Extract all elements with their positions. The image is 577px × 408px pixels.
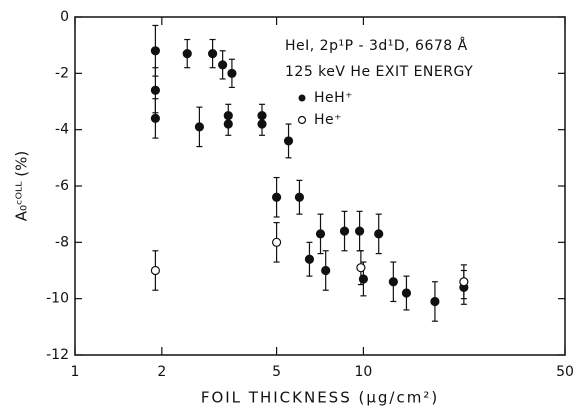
annotation: HeI, 2p¹P - 3d¹D, 6678 Å — [285, 37, 468, 54]
x-tick-label: 2 — [157, 364, 166, 380]
data-point — [459, 277, 469, 287]
data-point — [271, 237, 282, 247]
data-point — [388, 277, 398, 287]
data-point — [354, 226, 365, 236]
y-tick-label: -10 — [46, 291, 69, 307]
data-point — [374, 229, 384, 239]
annotation: 125 keV He EXIT ENERGY — [285, 64, 473, 80]
data-point — [356, 263, 366, 273]
x-tick-label: 1 — [71, 364, 80, 380]
data-point — [150, 85, 160, 95]
x-tick-label: 50 — [556, 364, 574, 380]
x-axis-label: FOIL THICKNESS (μg/cm²) — [201, 389, 439, 407]
y-axis-label: A₀ᶜᴼᴸᴸ (%) — [13, 151, 31, 222]
data-point — [194, 122, 205, 132]
data-point — [271, 192, 282, 202]
data-point — [182, 49, 192, 59]
legend-marker — [298, 94, 306, 102]
data-point — [315, 229, 326, 239]
y-tick-label: -6 — [55, 178, 69, 194]
data-point — [294, 192, 305, 202]
data-point — [430, 296, 440, 307]
data-point — [223, 119, 233, 129]
data-point — [227, 68, 237, 78]
data-point — [150, 113, 160, 124]
data-point — [321, 265, 331, 276]
data-point — [304, 254, 315, 264]
data-point — [218, 60, 228, 70]
data-point — [208, 49, 218, 59]
data-point — [150, 46, 160, 56]
y-tick-label: 0 — [60, 9, 69, 25]
legend-label: HeH⁺ — [314, 90, 353, 106]
y-tick-label: -8 — [55, 234, 69, 250]
legend-marker — [297, 115, 307, 125]
y-tick-label: -2 — [55, 65, 69, 81]
data-point — [283, 136, 294, 146]
data-point — [150, 265, 160, 276]
data-point — [401, 288, 412, 298]
x-tick-label: 5 — [272, 364, 281, 380]
y-tick-label: -12 — [46, 347, 69, 363]
data-point — [257, 119, 267, 129]
x-tick-label: 10 — [354, 364, 372, 380]
y-tick-label: -4 — [55, 122, 69, 138]
data-point — [339, 226, 350, 236]
legend-label: He⁺ — [314, 112, 342, 128]
